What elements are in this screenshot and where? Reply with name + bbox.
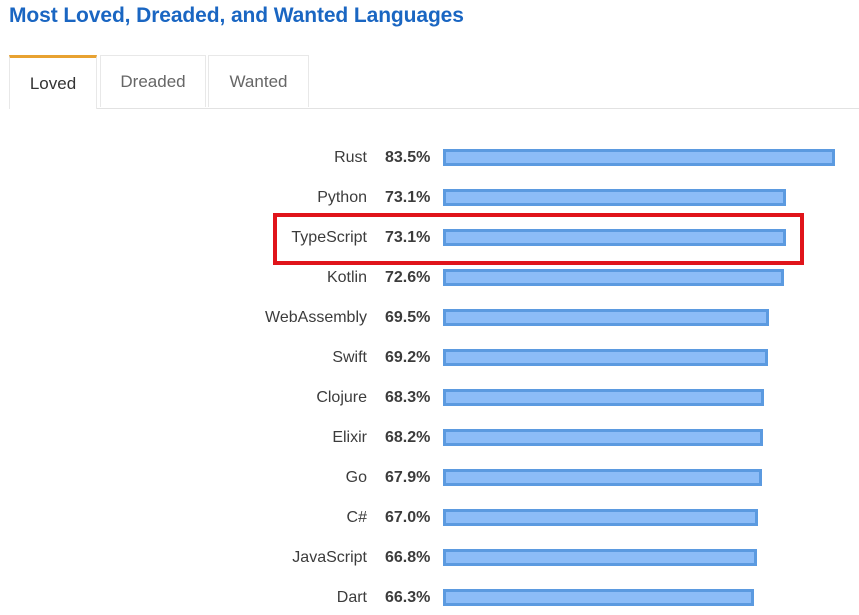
percentage-value: 68.3%	[385, 389, 431, 406]
chart-row: Elixir 68.2%	[0, 426, 859, 450]
language-label: Python	[317, 189, 367, 206]
tab-loved[interactable]: Loved	[9, 55, 97, 109]
bar	[443, 469, 762, 486]
bar	[443, 509, 758, 526]
language-label: TypeScript	[291, 229, 367, 246]
bar	[443, 549, 757, 566]
tab-bar: Loved Dreaded Wanted	[9, 55, 859, 109]
bar	[443, 189, 786, 206]
chart-row: Python 73.1%	[0, 186, 859, 210]
percentage-value: 68.2%	[385, 429, 431, 446]
tab-label: Loved	[29, 73, 77, 93]
bar	[443, 389, 764, 406]
bar	[443, 349, 768, 366]
bar	[443, 149, 835, 166]
language-label: Rust	[334, 149, 367, 166]
percentage-value: 69.2%	[385, 349, 431, 366]
percentage-value: 72.6%	[385, 269, 431, 286]
chart-row: Swift 69.2%	[0, 346, 859, 370]
bar	[443, 429, 763, 446]
language-label: Dart	[336, 589, 367, 606]
chart-row: WebAssembly 69.5%	[0, 306, 859, 330]
language-label: Clojure	[316, 389, 367, 406]
typescript-highlight-box	[273, 213, 804, 265]
bar	[443, 309, 769, 326]
language-label: Swift	[332, 349, 367, 366]
chart-row: Kotlin 72.6%	[0, 266, 859, 290]
tab-label: Dreaded	[120, 71, 186, 91]
language-label: Go	[345, 469, 367, 486]
bar	[443, 589, 754, 606]
language-label: WebAssembly	[265, 309, 367, 326]
bar	[443, 269, 784, 286]
percentage-value: 83.5%	[385, 149, 431, 166]
chart-row: JavaScript 66.8%	[0, 546, 859, 570]
percentage-value: 66.3%	[385, 589, 431, 606]
percentage-value: 67.0%	[385, 509, 431, 526]
chart-row: Dart 66.3%	[0, 586, 859, 610]
percentage-value: 73.1%	[385, 189, 431, 206]
language-label: JavaScript	[292, 549, 367, 566]
percentage-value: 67.9%	[385, 469, 431, 486]
language-label: Kotlin	[326, 269, 367, 286]
chart-row: C# 67.0%	[0, 506, 859, 530]
tab-label: Wanted	[229, 71, 288, 91]
language-label: Elixir	[332, 429, 367, 446]
percentage-value: 69.5%	[385, 309, 431, 326]
chart-row: Go 67.9%	[0, 466, 859, 490]
tab-dreaded[interactable]: Dreaded	[100, 55, 206, 107]
tab-wanted[interactable]: Wanted	[208, 55, 309, 107]
percentage-value: 73.1%	[385, 229, 431, 246]
chart-row: Clojure 68.3%	[0, 386, 859, 410]
chart-row: Rust 83.5%	[0, 146, 859, 170]
language-label: C#	[346, 509, 367, 526]
bar	[443, 229, 786, 246]
percentage-value: 66.8%	[385, 549, 431, 566]
page-title: Most Loved, Dreaded, and Wanted Language…	[9, 4, 464, 27]
chart-row: TypeScript 73.1%	[0, 226, 859, 250]
